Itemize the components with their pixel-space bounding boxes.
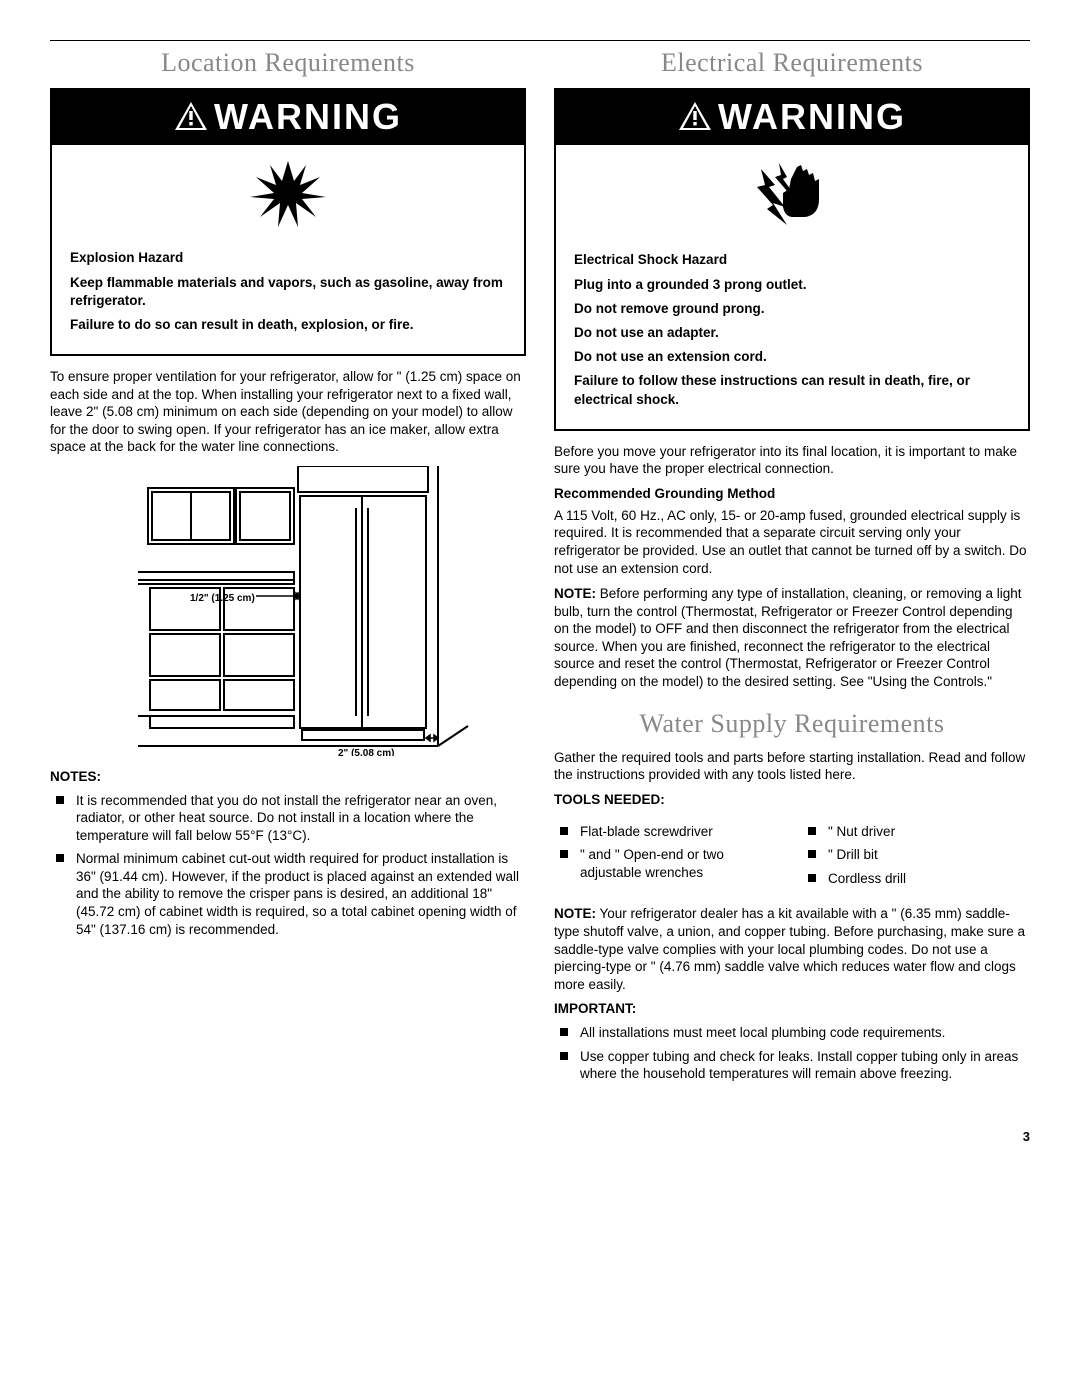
hazard-title: Electrical Shock Hazard <box>574 251 1010 269</box>
diag-side-label: 1/2" (1.25 cm) <box>190 593 255 604</box>
water-intro: Gather the required tools and parts befo… <box>554 749 1030 784</box>
hazard-line: Failure to follow these instructions can… <box>574 372 1010 408</box>
note-text: Before performing any type of installati… <box>554 586 1021 689</box>
electrical-note: NOTE: Before performing any type of inst… <box>554 585 1030 690</box>
warning-header: WARNING <box>556 90 1028 145</box>
list-item: " and " Open-end or two adjustable wrenc… <box>554 846 782 881</box>
water-note: NOTE: Your refrigerator dealer has a kit… <box>554 905 1030 993</box>
location-intro: To ensure proper ventilation for your re… <box>50 368 526 456</box>
important-list: All installations must meet local plumbi… <box>554 1024 1030 1083</box>
hazard-line: Do not remove ground prong. <box>574 300 1010 318</box>
location-warning-body: Explosion Hazard Keep flammable material… <box>52 249 524 354</box>
electrical-title: Electrical Requirements <box>554 47 1030 80</box>
location-title: Location Requirements <box>50 47 526 80</box>
note-text: Your refrigerator dealer has a kit avail… <box>554 906 1025 991</box>
top-rule <box>50 40 1030 41</box>
page-columns: Location Requirements WARNING Explosion … <box>50 47 1030 1089</box>
tools-label: TOOLS NEEDED: <box>554 792 1030 809</box>
grounding-text: A 115 Volt, 60 Hz., AC only, 15- or 20-a… <box>554 507 1030 577</box>
electrical-intro: Before you move your refrigerator into i… <box>554 443 1030 478</box>
list-item: Normal minimum cabinet cut-out width req… <box>50 850 526 938</box>
list-item: It is recommended that you do not instal… <box>50 792 526 845</box>
warning-header: WARNING <box>52 90 524 145</box>
shock-icon-wrap <box>556 145 1028 246</box>
clearance-diagram: 1/2" (1.25 cm) 2" (5.08 cm) <box>90 466 526 761</box>
electrical-warning-body: Electrical Shock Hazard Plug into a grou… <box>556 251 1028 429</box>
diag-bottom-label: 2" (5.08 cm) <box>338 748 394 756</box>
explosion-icon-wrap <box>52 145 524 244</box>
list-item: Use copper tubing and check for leaks. I… <box>554 1048 1030 1083</box>
hazard-line: Do not use an extension cord. <box>574 348 1010 366</box>
grounding-head: Recommended Grounding Method <box>554 486 1030 503</box>
water-title: Water Supply Requirements <box>554 708 1030 741</box>
important-label: IMPORTANT: <box>554 1001 1030 1018</box>
note-label: NOTE: <box>554 906 596 921</box>
warning-text: WARNING <box>214 94 402 139</box>
note-label: NOTE: <box>554 586 596 601</box>
page-number: 3 <box>50 1129 1030 1145</box>
location-warning-box: WARNING Explosion Hazard Keep flammable … <box>50 88 526 357</box>
electrical-warning-box: WARNING Electrical Shock Hazard <box>554 88 1030 431</box>
warning-text: WARNING <box>718 94 906 139</box>
right-column: Electrical Requirements WARNING <box>554 47 1030 1089</box>
hazard-title: Explosion Hazard <box>70 249 506 267</box>
tools-list-right: " Nut driver " Drill bit Cordless drill <box>802 817 1030 894</box>
hazard-line: Do not use an adapter. <box>574 324 1010 342</box>
tools-list-left: Flat-blade screwdriver " and " Open-end … <box>554 817 782 894</box>
notes-label: NOTES: <box>50 769 526 786</box>
left-column: Location Requirements WARNING Explosion … <box>50 47 526 1089</box>
list-item: " Nut driver <box>802 823 1030 841</box>
list-item: Cordless drill <box>802 870 1030 888</box>
electrical-shock-icon <box>753 159 831 231</box>
list-item: Flat-blade screwdriver <box>554 823 782 841</box>
hazard-line-2: Failure to do so can result in death, ex… <box>70 316 506 334</box>
location-notes-list: It is recommended that you do not instal… <box>50 792 526 938</box>
tools-grid: Flat-blade screwdriver " and " Open-end … <box>554 813 1030 898</box>
explosion-icon <box>248 159 328 229</box>
alert-triangle-icon <box>174 101 208 131</box>
alert-triangle-icon <box>678 101 712 131</box>
hazard-line-1: Keep flammable materials and vapors, suc… <box>70 274 506 310</box>
list-item: " Drill bit <box>802 846 1030 864</box>
hazard-line: Plug into a grounded 3 prong outlet. <box>574 276 1010 294</box>
list-item: All installations must meet local plumbi… <box>554 1024 1030 1042</box>
